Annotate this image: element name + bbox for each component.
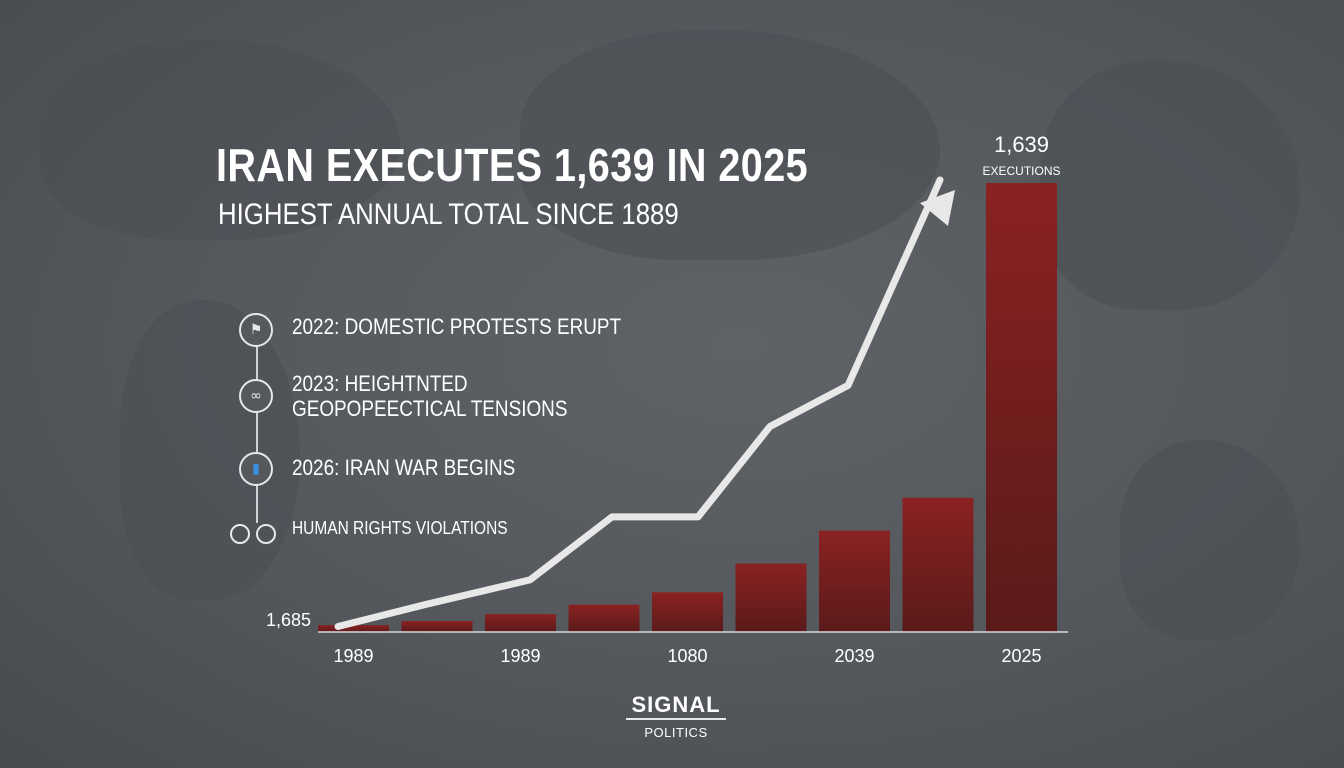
bar-0 <box>318 625 389 632</box>
background-map-shape <box>40 40 400 240</box>
last-value-label: 1,639 <box>994 132 1049 157</box>
handcuffs-icon <box>230 524 282 549</box>
last-value-unit: EXECUTIONS <box>982 164 1060 178</box>
timeline-item-2026: 2026: IRAN WAR BEGINS <box>292 455 516 480</box>
chart-title: IRAN EXECUTES 1,639 IN 2025 <box>216 139 809 191</box>
x-tick-label-1: 1989 <box>500 646 540 666</box>
brand-section: POLITICS <box>644 725 708 740</box>
chart-subtitle: HIGHEST ANNUAL TOTAL SINCE 1889 <box>218 198 679 231</box>
handshake-icon: ∞ <box>239 379 273 413</box>
soldier-icon: ▮ <box>239 452 273 486</box>
x-tick-label-4: 2025 <box>1001 646 1041 666</box>
protest-sign-icon: ⚑ <box>239 313 273 347</box>
bar-8 <box>986 183 1057 632</box>
bar-4 <box>652 592 723 632</box>
bar-5 <box>735 563 807 632</box>
x-tick-label-3: 2039 <box>834 646 874 666</box>
trend-arrow-head <box>920 190 955 226</box>
background-map-shape <box>520 30 940 260</box>
timeline-item-2023-line: 2023: HEIGHTNTED GEOPOPEECTICAL TENSIONS <box>292 371 567 421</box>
trend-arrow-line <box>334 176 944 630</box>
timeline-item-2023: 2023: HEIGHTNTED GEOPOPEECTICAL TENSIONS <box>292 371 567 421</box>
timeline-line <box>256 345 258 523</box>
timeline-item-human-rights: HUMAN RIGHTS VIOLATIONS <box>292 518 508 538</box>
bar-7 <box>902 497 974 632</box>
first-value-label: 1,685 <box>266 610 311 630</box>
timeline-item-2023-line-2: GEOPOPEECTICAL TENSIONS <box>292 396 568 421</box>
bar-1 <box>401 621 473 632</box>
background-map-shape <box>1120 440 1300 640</box>
timeline-item-2022: 2022: DOMESTIC PROTESTS ERUPT <box>292 314 622 339</box>
timeline-item-2023-line-1: 2023: HEIGHTNTED <box>292 371 468 396</box>
bar-3 <box>568 604 640 632</box>
x-tick-label-2: 1080 <box>667 646 707 666</box>
x-tick-label-0: 1989 <box>333 646 373 666</box>
brand-logo: SIGNAL <box>631 692 721 717</box>
background-map-shape <box>1040 60 1300 310</box>
bar-2 <box>485 614 556 632</box>
brand-divider <box>626 718 726 720</box>
bar-6 <box>819 530 890 632</box>
background-map-shape <box>120 300 300 600</box>
